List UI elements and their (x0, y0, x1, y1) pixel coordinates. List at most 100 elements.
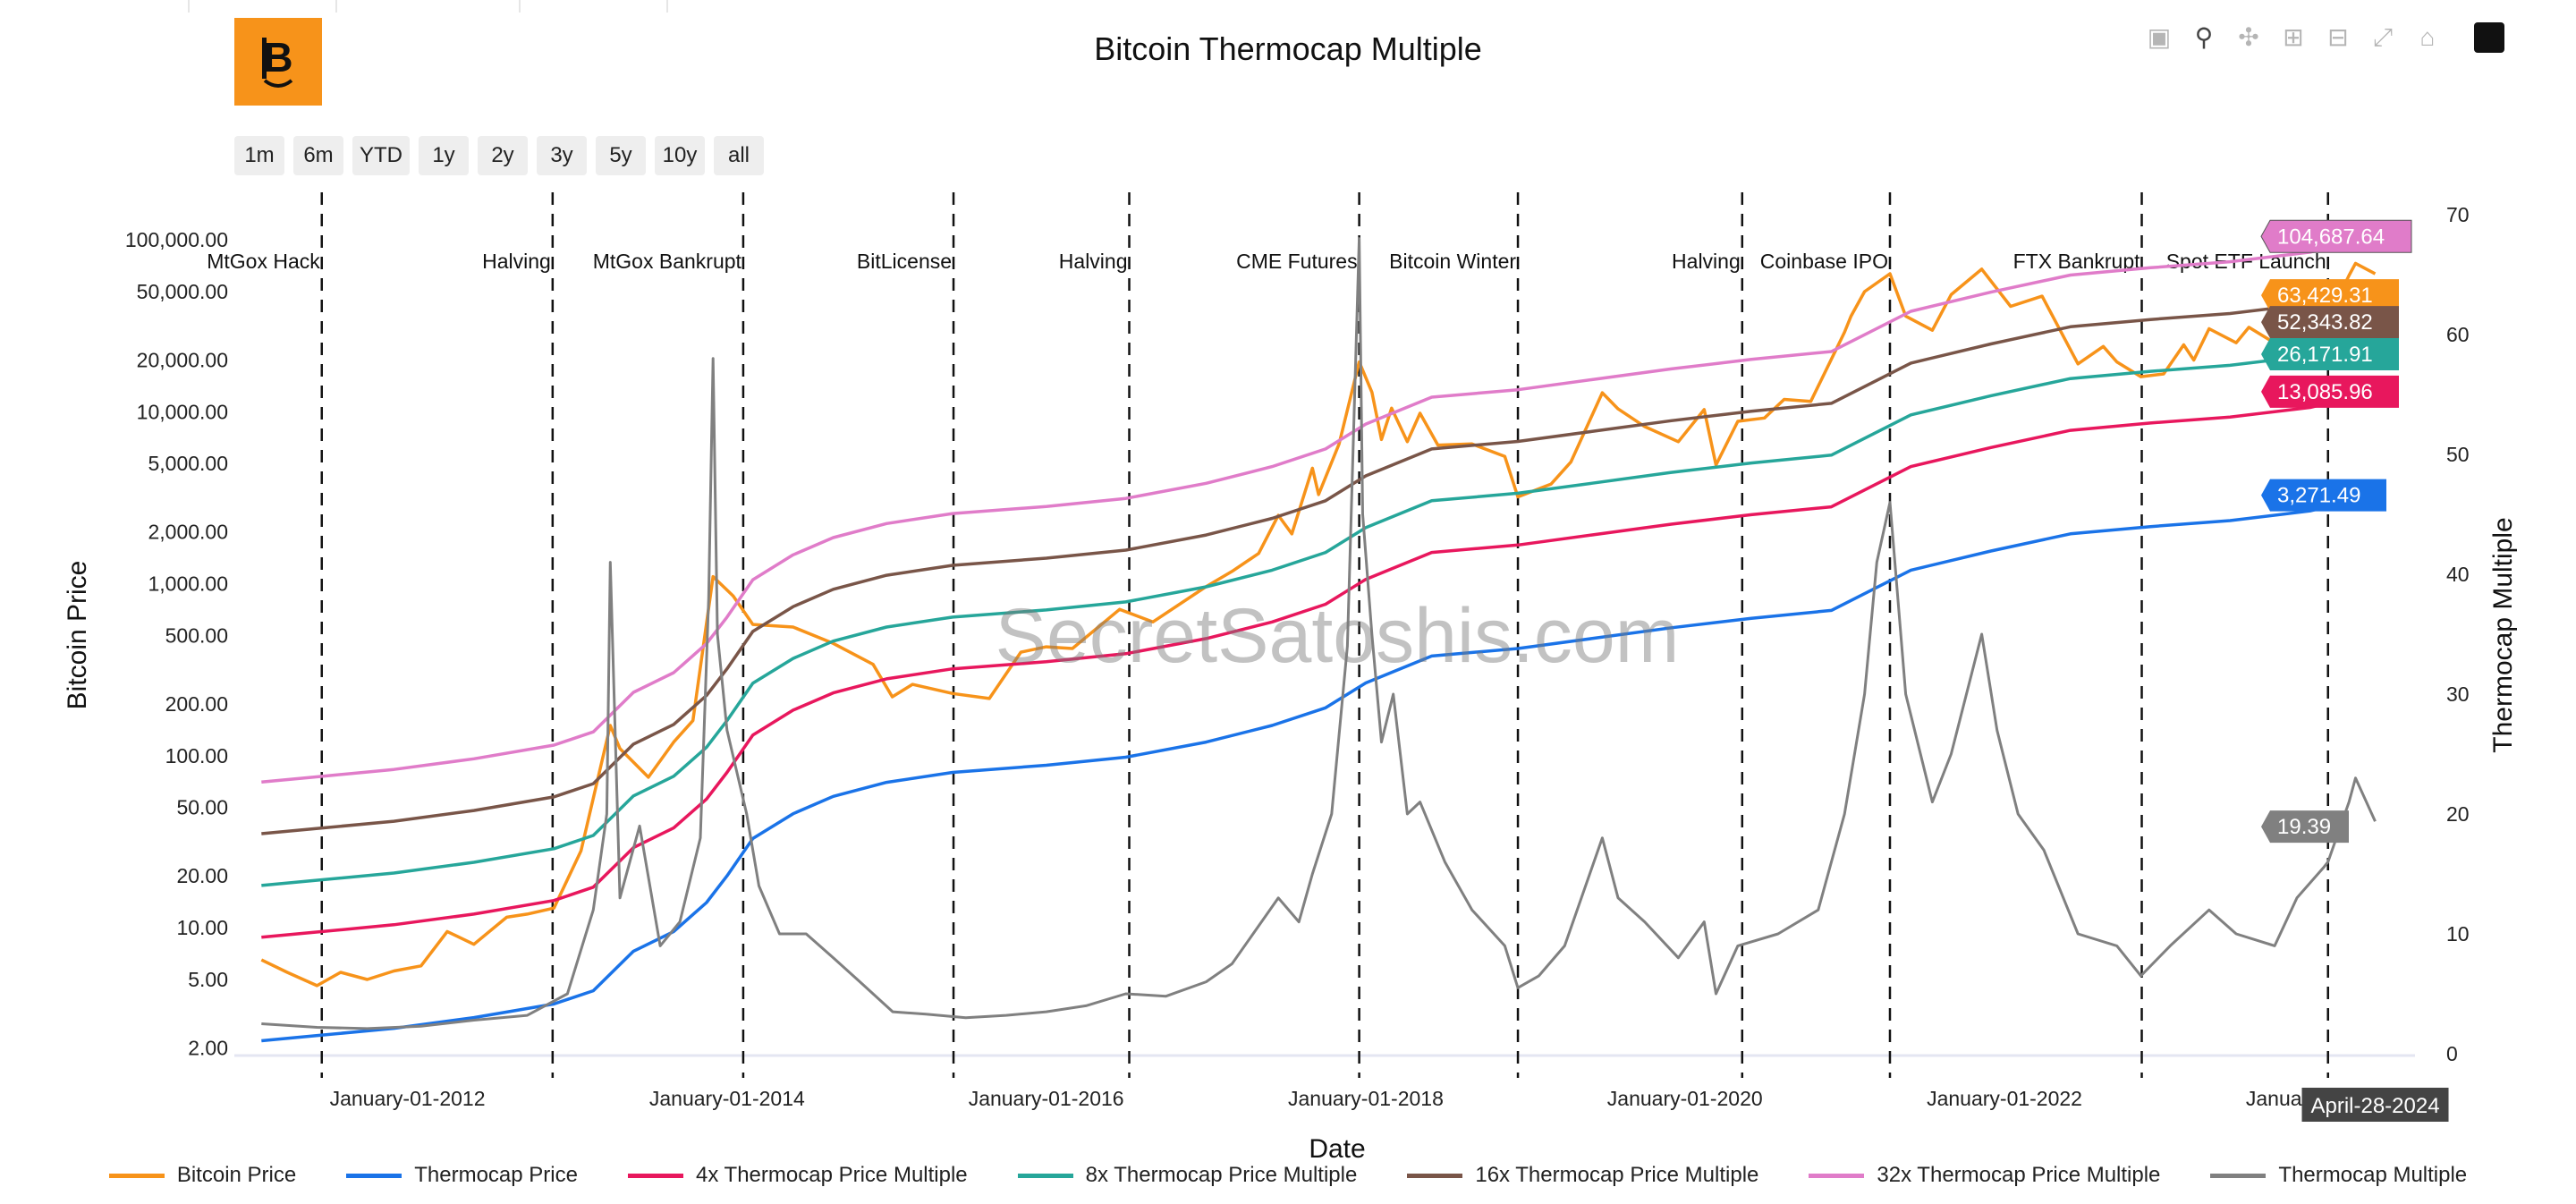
end-value-label: 13,085.96 (2277, 380, 2373, 404)
end-value-label: 19.39 (2277, 815, 2331, 839)
end-value-label: 26,171.91 (2277, 343, 2373, 367)
y-tick-label: 5.00 (188, 968, 228, 991)
y-tick-label: 50.00 (176, 796, 228, 819)
event-label: BitLicense (857, 250, 952, 273)
legend-item-thermocap-price[interactable]: Thermocap Price (346, 1163, 578, 1188)
top-tab[interactable] (340, 0, 521, 13)
event-label: Halving (482, 250, 551, 273)
autoscale-icon[interactable]: ⤢ (2372, 23, 2394, 51)
y-tick-label: 20,000.00 (137, 348, 228, 371)
secret-satoshis-logo: B (234, 18, 322, 106)
legend-swatch (627, 1173, 683, 1178)
legend-label: 32x Thermocap Price Multiple (1877, 1163, 2161, 1187)
range-selector: 1m 6m YTD 1y 2y 3y 5y 10y all (234, 136, 764, 175)
zoom-out-icon[interactable]: ⊟ (2327, 23, 2349, 51)
range-button-10y[interactable]: 10y (655, 136, 705, 175)
top-tab[interactable] (192, 0, 337, 13)
top-tab[interactable] (523, 0, 668, 13)
range-button-ytd[interactable]: YTD (352, 136, 410, 175)
chart-title: Bitcoin Thermocap Multiple (1094, 30, 1482, 67)
y2-tick-label: 0 (2446, 1042, 2458, 1065)
y-tick-label: 2.00 (188, 1036, 228, 1059)
end-value-box (2260, 219, 2412, 253)
end-value-box (2261, 306, 2399, 339)
legend-item-16x-multiple[interactable]: 16x Thermocap Price Multiple (1407, 1163, 1758, 1188)
legend-swatch (108, 1173, 165, 1178)
bitcoin-smile-logo-icon: B (262, 34, 293, 88)
range-button-3y[interactable]: 3y (537, 136, 587, 175)
event-label: Halving (1059, 250, 1128, 273)
watermark-text: SecretSatoshis.com (996, 593, 1680, 679)
y-tick-label: 50,000.00 (137, 280, 228, 303)
event-label: MtGox Hack (207, 250, 320, 273)
range-button-1m[interactable]: 1m (234, 136, 284, 175)
end-value-label: 52,343.82 (2277, 310, 2373, 335)
legend-label: 16x Thermocap Price Multiple (1475, 1163, 1759, 1187)
y2-tick-label: 30 (2446, 683, 2470, 706)
pan-icon[interactable]: ✣ (2238, 23, 2259, 51)
svg-text:B: B (263, 34, 292, 81)
series-line-thermocap-8x (261, 338, 2376, 887)
range-button-2y[interactable]: 2y (478, 136, 528, 175)
legend-swatch (2210, 1173, 2267, 1178)
x-tick-label: January-01-2014 (649, 1087, 805, 1110)
end-value-box (2261, 338, 2399, 371)
y2-tick-label: 60 (2446, 323, 2470, 346)
legend-item-thermocap-multiple[interactable]: Thermocap Multiple (2210, 1163, 2467, 1188)
end-value-box (2261, 375, 2399, 408)
x-tick-label: January-01-2020 (1607, 1087, 1763, 1110)
y-tick-label: 100.00 (165, 744, 228, 767)
legend-swatch (1809, 1173, 1865, 1178)
y2-tick-label: 20 (2446, 802, 2470, 826)
series-line-thermocap-4x (261, 390, 2376, 939)
event-label: Halving (1672, 250, 1741, 273)
end-value-label: 63,429.31 (2277, 284, 2373, 308)
range-button-1y[interactable]: 1y (419, 136, 469, 175)
legend-label: Bitcoin Price (176, 1163, 297, 1187)
top-tab[interactable] (0, 0, 190, 13)
end-value-label: 3,271.49 (2277, 484, 2360, 508)
zoom-in-icon[interactable]: ⊞ (2283, 23, 2304, 51)
range-button-all[interactable]: all (714, 136, 764, 175)
y-axis-title: Bitcoin Price (63, 561, 92, 710)
legend-item-bitcoin-price[interactable]: Bitcoin Price (108, 1163, 297, 1188)
legend-label: 8x Thermocap Price Multiple (1085, 1163, 1358, 1187)
y-tick-label: 10,000.00 (137, 400, 228, 423)
x-axis-title: Date (1309, 1134, 1365, 1164)
event-label: Bitcoin Winter (1389, 250, 1516, 273)
y-tick-label: 200.00 (165, 692, 228, 716)
event-label: FTX Bankrupt (2013, 250, 2140, 273)
legend-item-32x-multiple[interactable]: 32x Thermocap Price Multiple (1809, 1163, 2160, 1188)
end-value-label: 104,687.64 (2277, 225, 2385, 249)
y2-tick-label: 50 (2446, 443, 2470, 466)
reset-axes-icon[interactable]: ⌂ (2419, 23, 2436, 51)
y-tick-label: 20.00 (176, 864, 228, 887)
range-button-5y[interactable]: 5y (596, 136, 646, 175)
y-tick-label: 500.00 (165, 623, 228, 647)
legend-swatch (1407, 1173, 1463, 1178)
legend-item-4x-multiple[interactable]: 4x Thermocap Price Multiple (627, 1163, 968, 1188)
plotly-logo-icon[interactable] (2474, 22, 2504, 53)
y-tick-label: 1,000.00 (148, 572, 228, 596)
range-button-6m[interactable]: 6m (293, 136, 343, 175)
series-line-thermocap-price (261, 493, 2376, 1043)
zoom-icon[interactable]: ⚲ (2194, 23, 2214, 51)
legend-label: Thermocap Multiple (2278, 1163, 2468, 1187)
y-tick-label: 5,000.00 (148, 452, 228, 475)
y-tick-label: 10.00 (176, 916, 228, 939)
y2-axis-title: Thermocap Multiple (2488, 517, 2518, 752)
legend-item-8x-multiple[interactable]: 8x Thermocap Price Multiple (1017, 1163, 1358, 1188)
x-tick-label: January-01-2018 (1288, 1087, 1444, 1110)
camera-icon[interactable]: ▣ (2147, 23, 2172, 51)
hover-date-label: April-28-2024 (2310, 1094, 2439, 1118)
end-value-box (2261, 810, 2349, 844)
series-line-thermocap-multiple (261, 237, 2377, 1030)
y2-tick-label: 70 (2446, 203, 2470, 226)
x-tick-label: January-01-2012 (330, 1087, 486, 1110)
y-tick-label: 100,000.00 (125, 228, 228, 251)
x-tick-label: January-01-2022 (1927, 1087, 2082, 1110)
y2-tick-label: 40 (2446, 563, 2470, 586)
legend-swatch (346, 1173, 402, 1178)
end-value-box (2261, 279, 2399, 312)
